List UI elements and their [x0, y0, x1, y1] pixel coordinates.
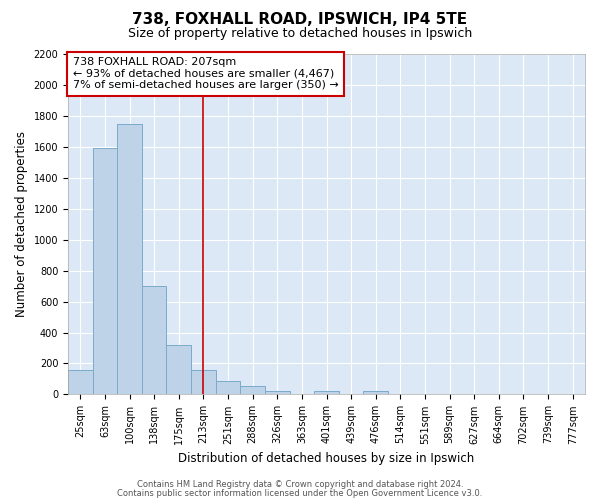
Bar	[191, 370, 216, 394]
Bar	[364, 392, 388, 394]
X-axis label: Distribution of detached houses by size in Ipswich: Distribution of detached houses by size …	[178, 452, 475, 465]
Bar	[265, 390, 290, 394]
Text: Size of property relative to detached houses in Ipswich: Size of property relative to detached ho…	[128, 28, 472, 40]
Text: Contains public sector information licensed under the Open Government Licence v3: Contains public sector information licen…	[118, 488, 482, 498]
Y-axis label: Number of detached properties: Number of detached properties	[15, 131, 28, 317]
Bar	[216, 380, 241, 394]
Text: Contains HM Land Registry data © Crown copyright and database right 2024.: Contains HM Land Registry data © Crown c…	[137, 480, 463, 489]
Bar	[142, 286, 166, 395]
Text: 738 FOXHALL ROAD: 207sqm
← 93% of detached houses are smaller (4,467)
7% of semi: 738 FOXHALL ROAD: 207sqm ← 93% of detach…	[73, 57, 339, 90]
Bar	[68, 370, 92, 394]
Bar	[117, 124, 142, 394]
Text: 738, FOXHALL ROAD, IPSWICH, IP4 5TE: 738, FOXHALL ROAD, IPSWICH, IP4 5TE	[133, 12, 467, 28]
Bar	[92, 148, 117, 394]
Bar	[241, 386, 265, 394]
Bar	[166, 345, 191, 395]
Bar	[314, 392, 339, 394]
